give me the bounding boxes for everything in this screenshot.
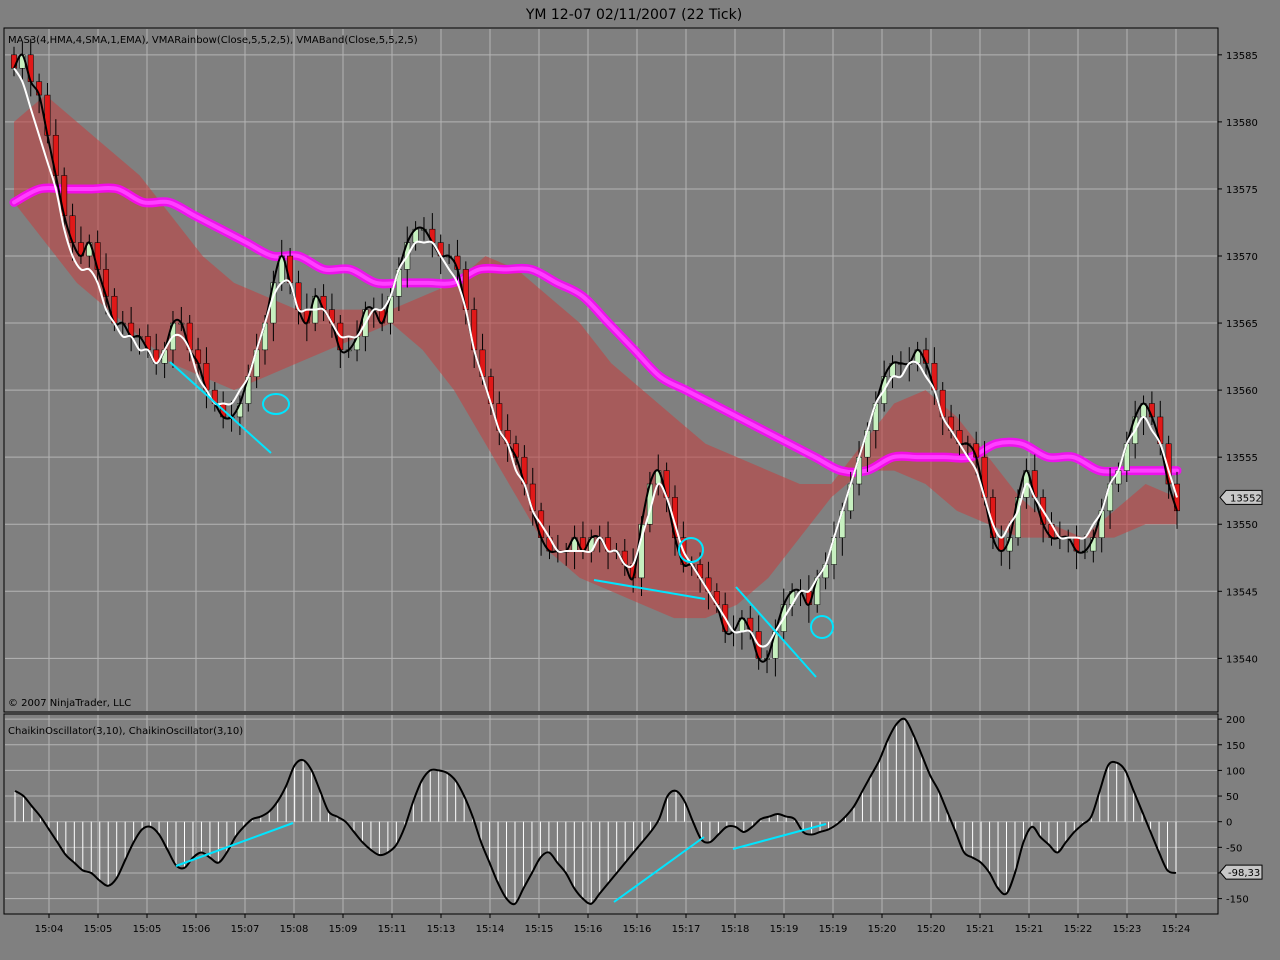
last-price-marker [1219,489,1263,505]
osc-tick-label: 200 [1226,715,1245,726]
candle [337,315,344,368]
price-tick-label: 13585 [1226,51,1258,62]
time-tick-label: 15:21 [1015,924,1044,935]
time-tick-label: 15:19 [819,924,848,935]
time-tick-label: 15:07 [231,924,260,935]
oscillator-histogram [14,719,1177,904]
time-tick-label: 15:11 [378,924,407,935]
time-tick-label: 15:09 [329,924,358,935]
last-osc-label: -98,33 [1228,868,1260,879]
signal-circle [262,393,290,415]
chaikin-line [14,717,1177,906]
time-tick-label: 15:24 [1162,924,1191,935]
candle [738,610,745,650]
chart-title: YM 12-07 02/11/2007 (22 Tick) [525,7,742,23]
time-tick-label: 15:22 [1064,924,1093,935]
price-axis: 13540 13545 13550 13555 13560 13565 13570 13575… [1218,51,1263,665]
price-tick-label: 13540 [1226,654,1258,665]
candle [27,38,34,97]
price-tick-label: 13580 [1226,118,1258,129]
time-tick-label: 15:04 [35,924,64,935]
candle [889,355,896,389]
price-tick-label: 13565 [1226,319,1258,330]
osc-trendline [732,823,827,850]
candle [446,243,453,265]
vma-band-area [14,95,1177,619]
copyright-label: © 2007 NinjaTrader, LLC [8,698,131,709]
time-tick-label: 15:19 [770,924,799,935]
candle [998,525,1005,566]
time-tick-label: 15:20 [868,924,897,935]
osc-tick-label: -150 [1226,895,1249,906]
oscillator-line [14,717,1177,906]
candle [429,213,436,258]
time-tick-label: 15:17 [672,924,701,935]
price-tick-label: 13570 [1226,252,1258,263]
signal-circle [678,537,704,563]
osc-tick-label: 50 [1226,792,1239,803]
price-trendline [735,586,817,678]
time-tick-label: 15:13 [427,924,456,935]
time-tick-label: 15:23 [1113,924,1142,935]
oscillator-panel-frame [3,713,1219,915]
vma-rainbow-inner [12,185,1179,475]
price-tick-label: 13560 [1226,386,1258,397]
price-trendline [169,361,272,454]
oscillator-trendlines [175,822,827,903]
price-indicator-label: MAS3(4,HMA,4,SMA,1,EMA), VMARainbow(Clos… [8,35,418,46]
osc-tick-label: 0 [1226,818,1232,829]
candle-body [998,537,1005,552]
price-panel-frame [3,27,1219,713]
osc-trendline [613,836,705,903]
time-tick-label: 15:15 [525,924,554,935]
vma-rainbow-line [9,183,1182,477]
last-price-label: 13552 [1230,493,1262,504]
time-tick-label: 15:14 [476,924,505,935]
osc-trendline [175,822,294,867]
time-tick-label: 15:16 [623,924,652,935]
time-tick-label: 15:08 [280,924,309,935]
oscillator-grid [5,715,1217,913]
time-tick-label: 15:05 [133,924,162,935]
osc-tick-label: -50 [1226,843,1242,854]
signal-circle [810,615,834,639]
divergence-annotations [169,361,834,678]
time-tick-label: 15:16 [574,924,603,935]
vma-band [14,95,1177,619]
osc-tick-label: 100 [1226,766,1245,777]
time-tick-label: 15:21 [966,924,995,935]
time-axis: 15:04 15:05 15:05 15:06 15:07 15:08 15:09 15:11… [35,914,1191,935]
time-tick-label: 15:05 [84,924,113,935]
candle [1140,395,1147,436]
oscillator-indicator-label: ChaikinOscillator(3,10), ChaikinOscillat… [8,726,243,737]
last-osc-marker [1219,864,1263,880]
time-tick-label: 15:20 [917,924,946,935]
price-tick-label: 13575 [1226,185,1258,196]
price-tick-label: 13545 [1226,587,1258,598]
price-tick-label: 13550 [1226,520,1258,531]
price-trendline [593,579,706,600]
moving-average-lines [13,53,1178,663]
time-tick-label: 15:06 [182,924,211,935]
time-tick-label: 15:18 [721,924,750,935]
hma-line [13,67,1178,648]
price-tick-label: 13555 [1226,453,1258,464]
osc-tick-label: 150 [1226,741,1245,752]
